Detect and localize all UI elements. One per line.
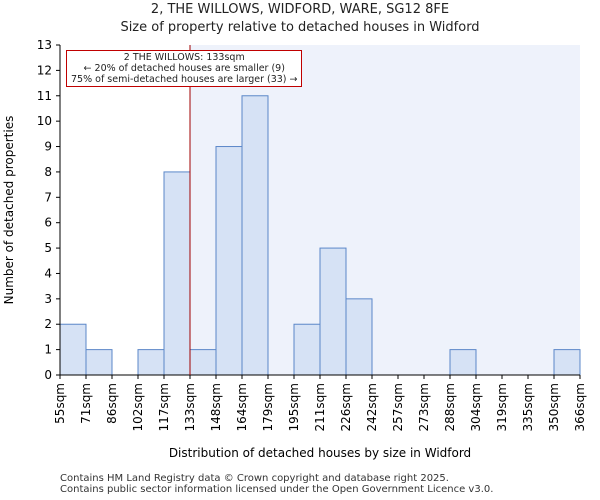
x-tick-label: 195sqm (287, 383, 301, 431)
chart-subtitle: Size of property relative to detached ho… (120, 20, 480, 35)
x-tick-label: 366sqm (573, 383, 587, 431)
y-tick-label: 12 (37, 63, 52, 77)
x-tick-label: 148sqm (209, 383, 223, 431)
y-tick-label: 0 (44, 368, 52, 382)
x-tick-label: 164sqm (235, 383, 249, 431)
bar (137, 349, 165, 376)
footer-line-2: Contains public sector information licen… (60, 484, 494, 495)
x-tick-label: 288sqm (443, 383, 457, 431)
chart-title: 2, THE WILLOWS, WIDFORD, WARE, SG12 8FE (150, 2, 450, 17)
y-tick-label: 4 (44, 266, 52, 280)
bar (345, 298, 373, 376)
x-tick-label: 117sqm (157, 383, 171, 431)
y-tick-label: 6 (44, 216, 52, 230)
annotation-line-3: 75% of semi-detached houses are larger (… (71, 74, 298, 85)
y-tick-label: 1 (44, 343, 52, 357)
y-tick-label: 13 (37, 38, 52, 52)
annotation-line-2: ← 20% of detached houses are smaller (9) (83, 63, 285, 74)
x-tick-label: 226sqm (339, 383, 353, 431)
bar (85, 349, 113, 376)
bar (215, 146, 243, 376)
bar (189, 349, 217, 376)
x-tick-label: 133sqm (183, 383, 197, 431)
y-tick-label: 9 (44, 140, 52, 154)
y-tick-label: 3 (44, 292, 52, 306)
x-tick-label: 211sqm (313, 383, 327, 431)
x-tick-label: 304sqm (469, 383, 483, 431)
x-tick-label: 319sqm (495, 383, 509, 431)
bar (293, 323, 321, 376)
annotation-line-1: 2 THE WILLOWS: 133sqm (123, 52, 245, 63)
y-axis-label: Number of detached properties (2, 116, 16, 305)
bar (449, 349, 477, 376)
x-tick-label: 273sqm (417, 383, 431, 431)
x-tick-label: 71sqm (79, 383, 93, 424)
y-tick-label: 10 (37, 114, 52, 128)
x-tick-label: 86sqm (105, 383, 119, 424)
x-tick-label: 335sqm (521, 383, 535, 431)
x-tick-label: 257sqm (391, 383, 405, 431)
footer-line-1: Contains HM Land Registry data © Crown c… (60, 473, 449, 484)
x-tick-label: 102sqm (131, 383, 145, 431)
x-tick-label: 55sqm (53, 383, 67, 424)
y-tick-label: 8 (44, 165, 52, 179)
y-tick-label: 5 (44, 241, 52, 255)
x-axis-label: Distribution of detached houses by size … (169, 446, 471, 460)
x-tick-label: 350sqm (547, 383, 561, 431)
bar (59, 323, 87, 376)
bar (319, 247, 347, 376)
bar (241, 95, 269, 376)
x-tick-label: 242sqm (365, 383, 379, 431)
x-tick-label: 179sqm (261, 383, 275, 431)
bar (553, 349, 581, 376)
y-tick-label: 2 (44, 317, 52, 331)
property-annotation: 2 THE WILLOWS: 133sqm ← 20% of detached … (66, 50, 303, 87)
bar (163, 171, 191, 376)
y-tick-label: 7 (44, 190, 52, 204)
y-tick-label: 11 (37, 89, 52, 103)
